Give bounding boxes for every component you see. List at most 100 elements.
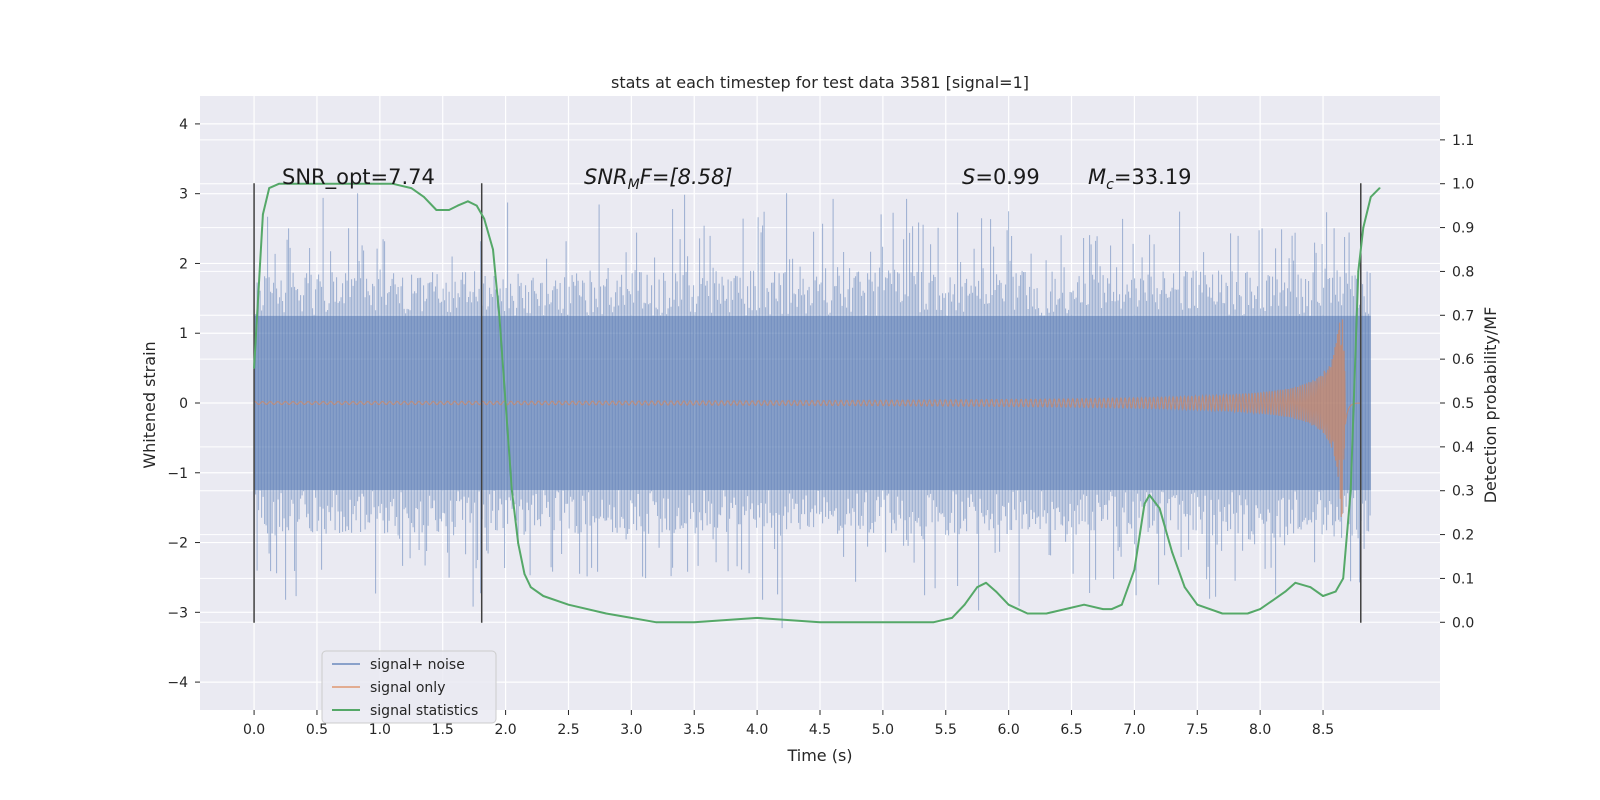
tick-labels: 0.0 0.5 1.0 1.5 2.0 2.5 3.0 3.5 4.0 4.5 5.0 5.5 6.0 6… — [167, 117, 1474, 738]
y-right-tick-label: 0.8 — [1452, 264, 1474, 280]
statistics-point — [1259, 608, 1262, 611]
statistics-point — [435, 209, 438, 211]
mc-symbol: M — [1088, 165, 1106, 189]
y-tick-label: −4 — [167, 675, 188, 691]
statistics-point — [756, 617, 759, 619]
statistics-point — [261, 213, 264, 216]
statistics-point — [567, 603, 570, 606]
statistics-point — [881, 621, 884, 624]
statistics-point — [976, 586, 979, 589]
snr-mf-subscript: M — [628, 177, 640, 193]
y-right-tick-label: 0.2 — [1452, 528, 1474, 544]
statistics-point — [951, 617, 953, 619]
statistics-point — [475, 204, 478, 207]
statistics-point — [498, 314, 501, 317]
statistics-point — [1334, 590, 1337, 593]
s-symbol: S — [962, 165, 975, 189]
statistics-point — [1271, 599, 1274, 602]
y-tick-label: 1 — [179, 326, 188, 342]
statistics-point — [456, 204, 459, 207]
y-tick-label: 2 — [179, 256, 188, 272]
statistics-point — [1357, 270, 1360, 273]
statistics-point — [529, 586, 532, 589]
legend-entry-noise: signal+ noise — [370, 657, 465, 673]
y-right-tick-label: 0.1 — [1452, 571, 1474, 587]
statistics-point — [1349, 489, 1352, 492]
x-tick-label: 6.5 — [1060, 722, 1082, 738]
statistics-point — [1309, 586, 1312, 589]
statistics-point — [1246, 612, 1249, 615]
signal-only-line — [253, 319, 1361, 518]
y-right-tick-label: 0.6 — [1452, 352, 1474, 368]
signal-statistics-points — [253, 182, 1381, 624]
x-tick-label: 3.5 — [683, 722, 705, 738]
y-tick-label: −3 — [167, 605, 188, 621]
y-right-tick-label: 0.5 — [1452, 396, 1474, 412]
statistics-point — [1148, 494, 1151, 496]
statistics-point — [410, 187, 413, 190]
y-tick-label: 4 — [179, 117, 188, 133]
y-tick-label: −1 — [167, 466, 188, 482]
legend-box — [321, 650, 497, 724]
statistics-point — [1196, 603, 1199, 606]
x-tick-label: 2.0 — [494, 722, 516, 738]
statistics-point — [290, 182, 293, 185]
snr-mf-symbol: SNR — [584, 165, 628, 189]
y-right-tick-label: 0.0 — [1452, 615, 1474, 631]
statistics-point — [466, 200, 469, 203]
noise-series — [253, 193, 1371, 629]
legend-entry-statistics: signal statistics — [370, 703, 478, 719]
statistics-point — [932, 621, 935, 624]
snr-mf-tail: F=[8.58] — [640, 165, 733, 189]
statistics-point — [504, 402, 507, 404]
y-right-tick-label: 1.1 — [1452, 133, 1474, 149]
mc-subscript: c — [1106, 177, 1114, 193]
x-tick-label: 1.0 — [369, 722, 391, 738]
y-right-axis-label: Detection probability/MF — [1481, 307, 1500, 504]
statistics-point — [483, 217, 486, 220]
x-tick-label: 8.5 — [1312, 722, 1334, 738]
x-axis-label: Time (s) — [786, 746, 852, 765]
statistics-point — [819, 621, 821, 624]
statistics-point — [510, 489, 513, 492]
statistics-point — [1378, 187, 1381, 190]
snr-mf-annotation: SNRMF=[8.58] — [584, 165, 733, 193]
statistics-point — [278, 182, 281, 185]
x-tick-label: 1.5 — [432, 722, 454, 738]
snr-opt-annotation: SNR_opt=7.74 — [282, 165, 435, 190]
statistics-point — [253, 367, 255, 369]
y-axis-label: Whitened strain — [140, 341, 159, 468]
x-tick-label: 5.5 — [935, 722, 957, 738]
statistics-point — [1158, 507, 1161, 510]
x-tick-label: 4.5 — [809, 722, 831, 738]
statistics-point — [630, 617, 633, 619]
statistics-point — [422, 195, 425, 198]
statistics-point — [655, 621, 658, 624]
statistics-point — [1026, 612, 1029, 615]
x-tick-label: 4.0 — [746, 722, 768, 738]
statistics-point — [1362, 226, 1365, 229]
statistics-point — [448, 209, 450, 211]
s-value: =0.99 — [975, 165, 1039, 189]
y-right-tick-label: 0.3 — [1452, 484, 1474, 500]
y-tick-label: 0 — [179, 396, 188, 412]
statistics-point — [1284, 590, 1287, 593]
statistics-point — [1143, 502, 1146, 505]
legend-entry-signal: signal only — [370, 680, 445, 696]
legend: signal+ noise signal only signal statist… — [321, 650, 497, 724]
x-tick-label: 6.0 — [998, 722, 1020, 738]
x-tick-label: 8.0 — [1249, 722, 1271, 738]
statistics-point — [523, 573, 526, 575]
x-tick-label: 7.5 — [1186, 722, 1208, 738]
x-tick-label: 7.0 — [1123, 722, 1145, 738]
statistics-point — [963, 603, 966, 606]
statistics-point — [1083, 603, 1085, 606]
x-tick-label: 0.0 — [243, 722, 265, 738]
statistics-point — [1294, 581, 1297, 584]
x-tick-label: 2.5 — [557, 722, 579, 738]
statistics-point — [1120, 603, 1123, 606]
statistics-point — [1369, 195, 1372, 198]
statistics-point — [1110, 608, 1113, 611]
statistics-point — [1045, 612, 1048, 615]
